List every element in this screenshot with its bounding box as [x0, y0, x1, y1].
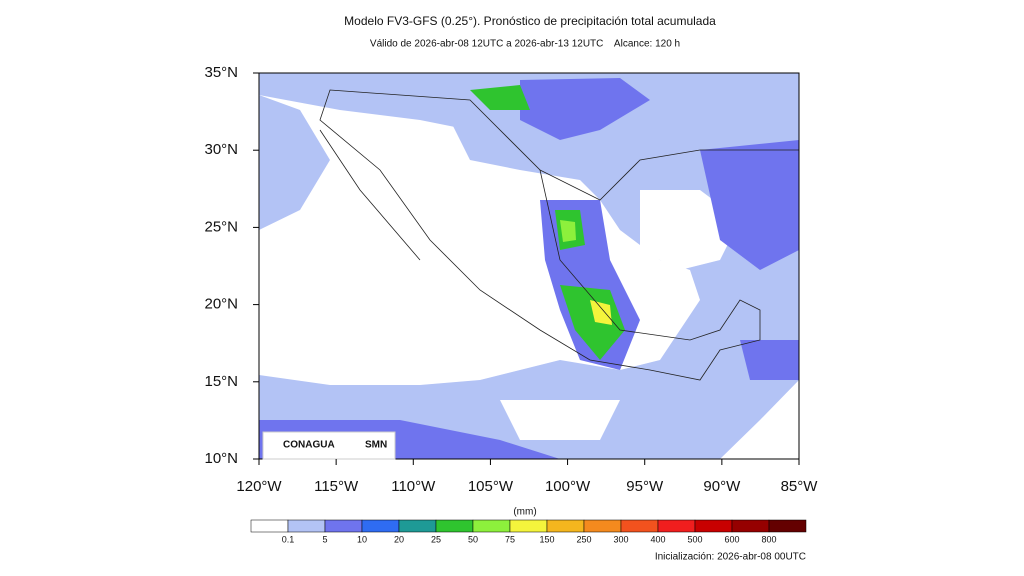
colorbar-box — [435, 519, 474, 533]
lon-label: 90°W — [703, 478, 741, 495]
colorbar-box — [768, 519, 807, 533]
unit-label: (mm) — [513, 507, 536, 518]
colorbar-label: 300 — [613, 534, 628, 544]
lat-label: 20°N — [204, 296, 238, 313]
colorbar-box — [546, 519, 585, 533]
subtitle: Válido de 2026-abr-08 12UTC a 2026-abr-1… — [370, 39, 680, 50]
colorbar-label: 25 — [431, 534, 441, 544]
map-frame — [258, 72, 800, 460]
logo: CONAGUA — [283, 440, 335, 451]
colorbar-box — [620, 519, 659, 533]
colorbar-label: 5 — [322, 534, 327, 544]
colorbar-box — [324, 519, 363, 533]
init-label: Inicialización: 2026-abr-08 00UTC — [655, 552, 806, 563]
lon-label: 95°W — [626, 478, 664, 495]
colorbar-box — [657, 519, 696, 533]
logo-box — [262, 431, 396, 460]
map-field — [259, 73, 799, 459]
lon-label: 85°W — [781, 478, 819, 495]
lat-label: 15°N — [204, 373, 238, 390]
colorbar-box — [509, 519, 548, 533]
lon-label: 105°W — [468, 478, 514, 495]
lat-label: 30°N — [204, 141, 238, 158]
lon-label: 100°W — [545, 478, 591, 495]
colorbar-box — [694, 519, 733, 533]
colorbar-label: 600 — [724, 534, 739, 544]
colorbar-label: 250 — [576, 534, 591, 544]
title: Modelo FV3-GFS (0.25°). Pronóstico de pr… — [344, 14, 716, 28]
colorbar-box — [472, 519, 511, 533]
colorbar-box — [398, 519, 437, 533]
lat-label: 10°N — [204, 450, 238, 467]
lat-label: 25°N — [204, 218, 238, 235]
colorbar-label: 500 — [687, 534, 702, 544]
colorbar-label: 800 — [761, 534, 776, 544]
colorbar-box — [287, 519, 326, 533]
colorbar-label: 150 — [539, 534, 554, 544]
colorbar-box — [361, 519, 400, 533]
colorbar-label: 20 — [394, 534, 404, 544]
lon-label: 120°W — [236, 478, 282, 495]
colorbar-label: 50 — [468, 534, 478, 544]
colorbar-box — [583, 519, 622, 533]
logo: SMN — [365, 440, 387, 451]
colorbar-label: 400 — [650, 534, 665, 544]
colorbar-label: 0.1 — [282, 534, 295, 544]
lat-label: 35°N — [204, 64, 238, 81]
colorbar-box — [731, 519, 770, 533]
lon-label: 110°W — [391, 478, 436, 495]
lon-label: 115°W — [314, 478, 359, 495]
colorbar-label: 75 — [505, 534, 515, 544]
colorbar-box — [250, 519, 289, 533]
colorbar-label: 10 — [357, 534, 367, 544]
